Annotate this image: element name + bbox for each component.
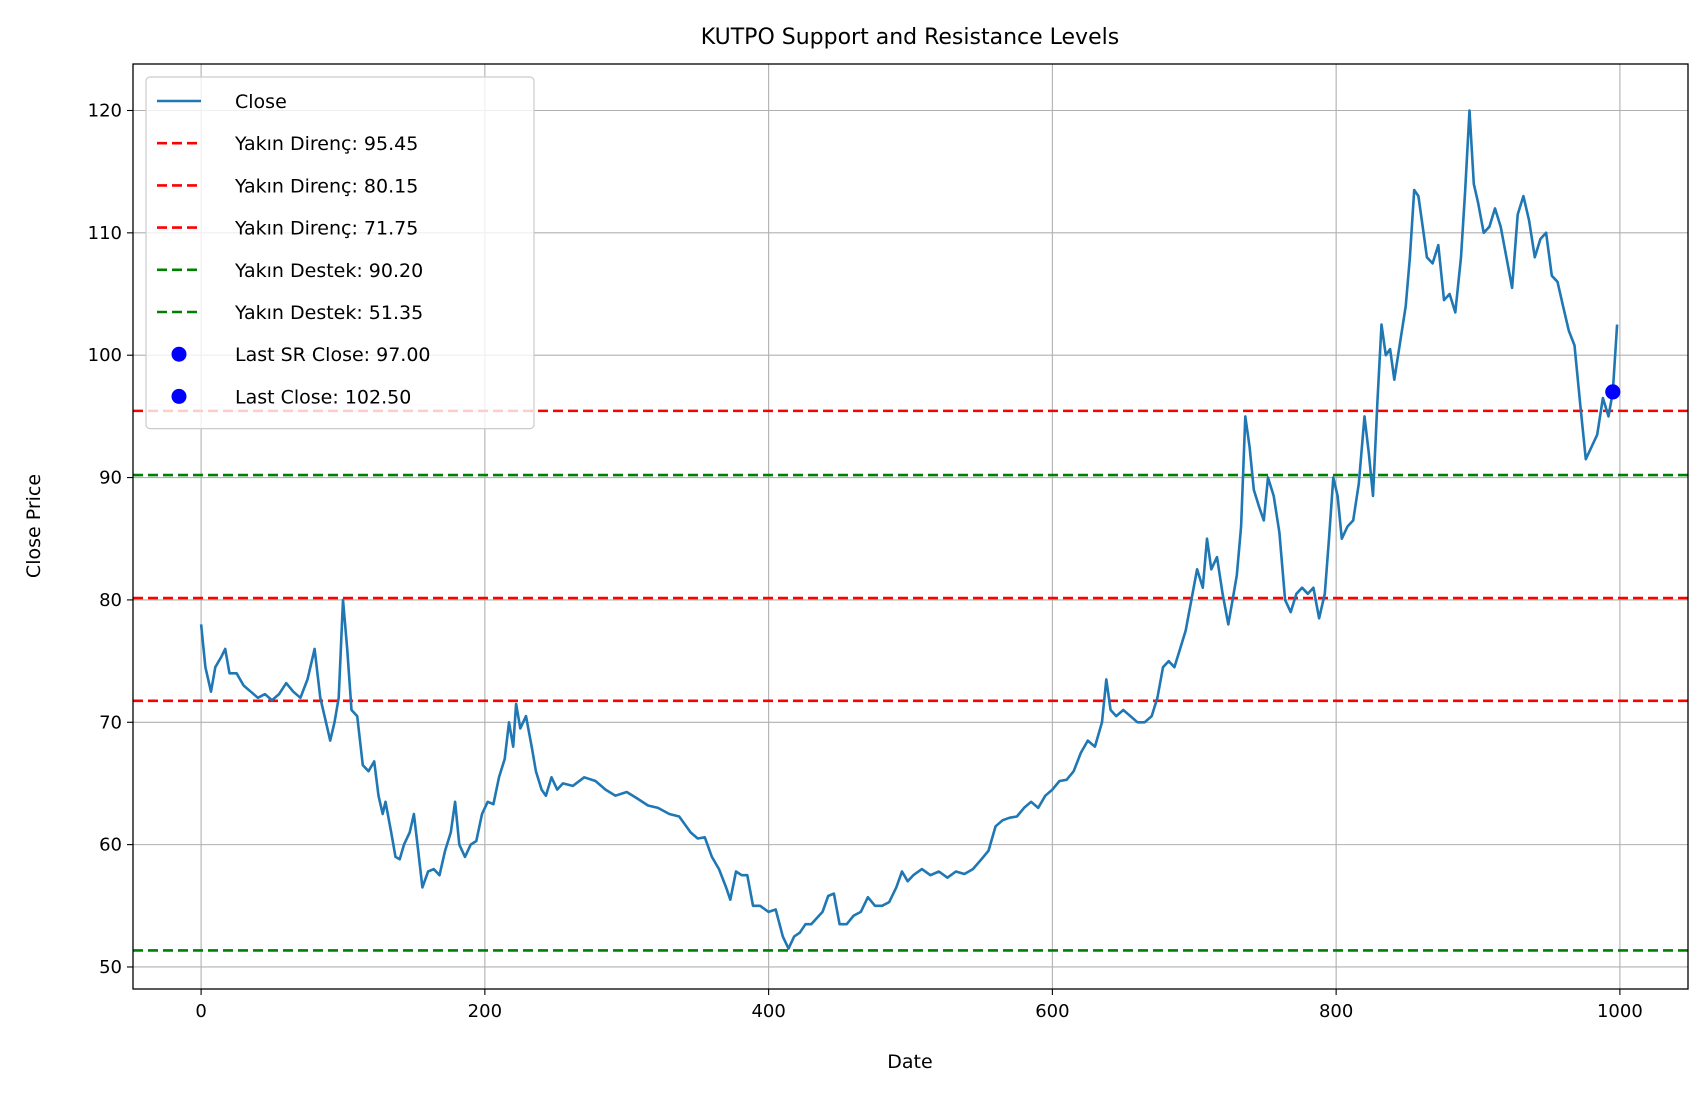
y-tick-label: 90 [99, 468, 122, 489]
legend-label: Last SR Close: 97.00 [235, 344, 431, 366]
y-axis-label: Close Price [23, 474, 45, 578]
x-axis-label: Date [887, 1051, 932, 1073]
x-tick-label: 1000 [1597, 1001, 1643, 1022]
legend-label: Close [235, 91, 287, 113]
x-axis-ticks: 0 200 400 600 800 1000 [195, 989, 1643, 1022]
legend-label: Yakın Destek: 90.20 [234, 260, 423, 282]
y-tick-label: 50 [99, 957, 122, 978]
legend-box [145, 76, 535, 430]
level-lines [133, 409, 1688, 952]
plot-frame [132, 63, 1689, 990]
legend: Close Yakın Direnç: 95.45 Yakın Direnç: 80… [145, 76, 535, 430]
y-tick-label: 100 [88, 345, 122, 366]
x-tick-label: 0 [195, 1001, 206, 1022]
y-tick-label: 110 [88, 223, 122, 244]
y-tick-label: 80 [99, 590, 122, 611]
x-tick-label: 800 [1319, 1001, 1353, 1022]
markers [1605, 384, 1621, 400]
legend-label: Yakın Direnç: 71.75 [234, 218, 418, 240]
legend-swatch [171, 388, 187, 404]
close-line [199, 109, 1619, 950]
legend-label: Yakın Destek: 51.35 [234, 302, 423, 324]
y-tick-label: 120 [88, 100, 122, 121]
y-axis-ticks: 50 60 70 80 90 100 110 120 [88, 100, 133, 978]
x-tick-label: 200 [468, 1001, 502, 1022]
chart-title: KUTPO Support and Resistance Levels [701, 25, 1119, 50]
legend-label: Last Close: 102.50 [235, 386, 411, 408]
x-tick-label: 600 [1035, 1001, 1069, 1022]
y-tick-label: 70 [99, 712, 122, 733]
legend-swatch [171, 346, 187, 362]
series-lines [199, 109, 1619, 950]
legend-label: Yakın Direnç: 80.15 [234, 175, 418, 197]
last-close-marker [1605, 384, 1621, 400]
x-tick-label: 400 [751, 1001, 785, 1022]
legend-label: Yakın Direnç: 95.45 [234, 133, 418, 155]
y-tick-label: 60 [99, 835, 122, 856]
